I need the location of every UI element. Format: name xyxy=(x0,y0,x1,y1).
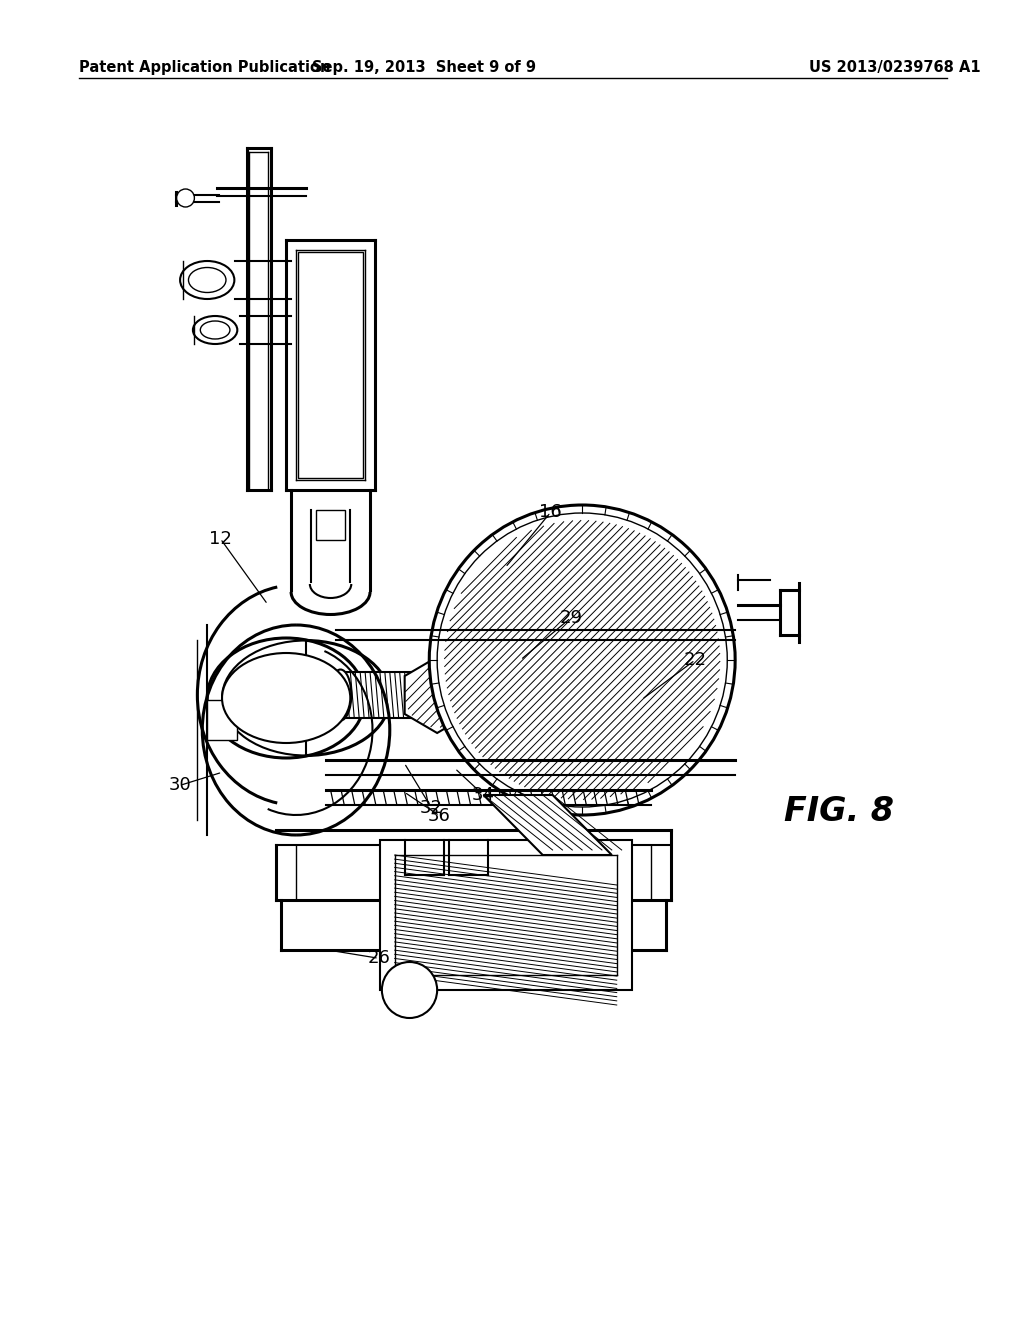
Text: 34: 34 xyxy=(471,785,495,804)
Ellipse shape xyxy=(201,321,230,339)
Text: 36: 36 xyxy=(428,807,451,825)
Ellipse shape xyxy=(180,261,234,300)
Polygon shape xyxy=(483,795,611,855)
Polygon shape xyxy=(298,252,364,478)
Circle shape xyxy=(429,506,735,814)
Text: 12: 12 xyxy=(209,529,231,548)
Text: 30: 30 xyxy=(169,776,191,795)
Text: Patent Application Publication: Patent Application Publication xyxy=(79,59,331,75)
Circle shape xyxy=(176,189,195,207)
Text: 29: 29 xyxy=(559,609,583,627)
Ellipse shape xyxy=(188,268,226,293)
Ellipse shape xyxy=(193,315,238,345)
Text: US 2013/0239768 A1: US 2013/0239768 A1 xyxy=(809,59,981,75)
Polygon shape xyxy=(340,672,429,718)
Polygon shape xyxy=(404,657,470,733)
Circle shape xyxy=(437,513,727,807)
Polygon shape xyxy=(315,510,345,540)
Text: FIG. 8: FIG. 8 xyxy=(783,795,894,829)
Text: 16: 16 xyxy=(540,503,562,521)
Text: 22: 22 xyxy=(684,651,707,669)
Ellipse shape xyxy=(222,653,350,743)
Polygon shape xyxy=(207,700,237,741)
Text: 32: 32 xyxy=(420,799,443,817)
Circle shape xyxy=(382,962,437,1018)
Ellipse shape xyxy=(330,669,351,721)
Polygon shape xyxy=(380,840,632,990)
Text: Sep. 19, 2013  Sheet 9 of 9: Sep. 19, 2013 Sheet 9 of 9 xyxy=(312,59,537,75)
Text: 26: 26 xyxy=(368,949,390,968)
Ellipse shape xyxy=(207,638,366,758)
